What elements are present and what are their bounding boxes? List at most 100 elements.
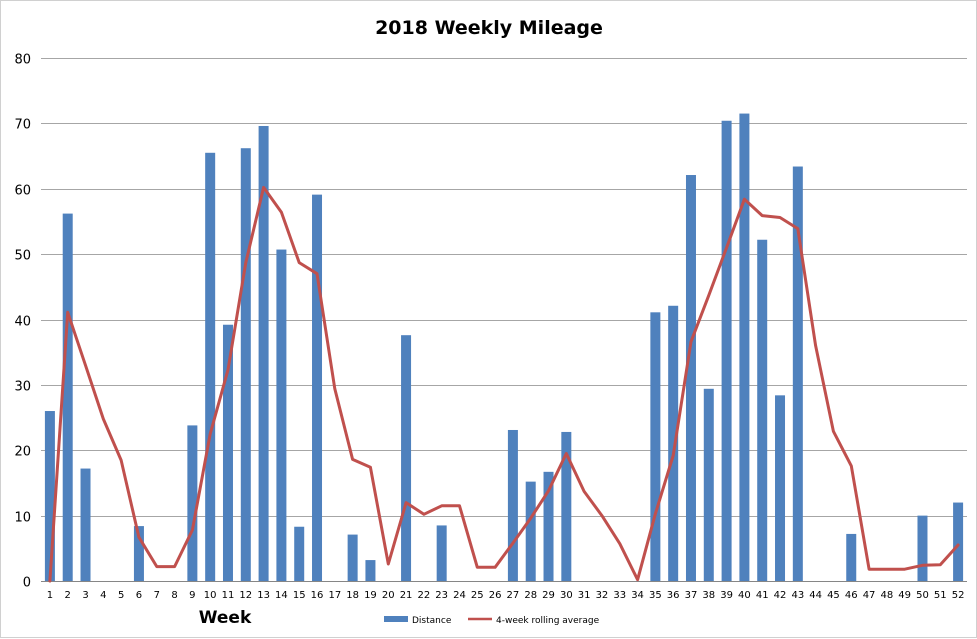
x-tick-label: 23 xyxy=(435,590,448,601)
x-tick-label: 33 xyxy=(613,590,626,601)
bar-week-42 xyxy=(775,395,786,581)
x-tick-label: 17 xyxy=(328,590,341,601)
distance-bars xyxy=(44,113,964,582)
x-tick-label: 47 xyxy=(863,590,876,601)
bar-week-9 xyxy=(187,425,198,581)
y-tick-label: 60 xyxy=(14,184,31,199)
y-tick-label: 80 xyxy=(14,53,31,68)
x-tick-label: 13 xyxy=(257,590,270,601)
x-tick-label: 21 xyxy=(400,590,413,601)
x-tick-label: 12 xyxy=(239,590,252,601)
x-tick-label: 41 xyxy=(756,590,769,601)
bar-week-41 xyxy=(757,239,768,581)
bar-week-36 xyxy=(668,305,679,581)
y-tick-label: 10 xyxy=(14,511,31,526)
bar-week-1 xyxy=(44,411,55,581)
bar-week-52 xyxy=(953,502,964,581)
bar-week-10 xyxy=(205,152,216,581)
bar-week-16 xyxy=(312,194,323,582)
x-tick-label: 37 xyxy=(685,590,698,601)
legend: Distance 4-week rolling average xyxy=(384,616,600,626)
x-tick-label: 5 xyxy=(118,590,124,601)
x-tick-label: 36 xyxy=(667,590,680,601)
bar-week-29 xyxy=(543,471,554,581)
x-tick-label: 7 xyxy=(154,590,160,601)
x-tick-label: 2 xyxy=(65,590,71,601)
bar-week-30 xyxy=(561,431,572,581)
bar-week-39 xyxy=(721,120,732,581)
x-tick-label: 24 xyxy=(453,590,466,601)
x-tick-label: 51 xyxy=(934,590,947,601)
x-tick-label: 1 xyxy=(47,590,53,601)
bar-week-27 xyxy=(507,429,518,581)
bar-week-6 xyxy=(133,526,144,581)
x-tick-label: 40 xyxy=(738,590,751,601)
x-tick-label: 3 xyxy=(82,590,88,601)
x-tick-label: 26 xyxy=(489,590,502,601)
x-tick-label: 29 xyxy=(542,590,555,601)
x-tick-label: 11 xyxy=(222,590,235,601)
legend-swatch-distance xyxy=(384,616,408,622)
bar-week-11 xyxy=(222,324,233,581)
x-tick-label: 43 xyxy=(791,590,804,601)
x-axis-label: Week xyxy=(199,608,252,628)
legend-label-distance: Distance xyxy=(412,616,452,626)
x-tick-label: 49 xyxy=(898,590,911,601)
x-tick-label: 46 xyxy=(845,590,858,601)
x-tick-label: 45 xyxy=(827,590,840,601)
bar-week-38 xyxy=(703,388,714,581)
x-tick-label: 31 xyxy=(578,590,591,601)
legend-label-rolling-average: 4-week rolling average xyxy=(496,616,600,626)
bar-week-43 xyxy=(792,166,803,581)
bar-week-2 xyxy=(62,213,73,581)
y-tick-label: 50 xyxy=(14,249,31,264)
x-tick-label: 15 xyxy=(293,590,306,601)
bar-week-14 xyxy=(276,249,287,581)
x-tick-label: 9 xyxy=(189,590,195,601)
bar-week-21 xyxy=(401,335,412,581)
x-tick-label: 35 xyxy=(649,590,662,601)
rolling-average-polyline xyxy=(48,185,960,583)
x-tick-label: 20 xyxy=(382,590,395,601)
bar-week-18 xyxy=(347,534,358,581)
bar-week-23 xyxy=(436,525,447,581)
x-tick-label: 6 xyxy=(136,590,142,601)
y-tick-label: 20 xyxy=(14,445,31,460)
x-tick-label: 39 xyxy=(720,590,733,601)
y-tick-label: 70 xyxy=(14,118,31,133)
x-tick-label: 38 xyxy=(702,590,715,601)
x-tick-label: 8 xyxy=(171,590,177,601)
bar-week-15 xyxy=(294,526,305,581)
y-tick-label: 40 xyxy=(14,315,31,330)
x-tick-label: 30 xyxy=(560,590,573,601)
x-tick-label: 18 xyxy=(346,590,359,601)
x-tick-label: 25 xyxy=(471,590,484,601)
x-tick-label: 48 xyxy=(880,590,893,601)
y-tick-label: 0 xyxy=(23,576,31,591)
x-tick-label: 52 xyxy=(952,590,965,601)
rolling-average-line xyxy=(48,185,960,583)
bar-week-50 xyxy=(917,515,928,581)
x-tick-label: 32 xyxy=(596,590,609,601)
bar-week-46 xyxy=(846,533,857,581)
bar-week-35 xyxy=(650,312,661,581)
bar-week-13 xyxy=(258,125,269,582)
x-tick-label: 28 xyxy=(524,590,537,601)
x-tick-label: 10 xyxy=(204,590,217,601)
x-tick-label: 22 xyxy=(417,590,430,601)
x-tick-label: 4 xyxy=(100,590,106,601)
bar-week-37 xyxy=(685,175,696,582)
x-tick-label: 34 xyxy=(631,590,644,601)
x-tick-label: 42 xyxy=(774,590,787,601)
x-tick-label: 44 xyxy=(809,590,822,601)
x-tick-label: 14 xyxy=(275,590,288,601)
x-tick-label: 50 xyxy=(916,590,929,601)
x-tick-label: 19 xyxy=(364,590,377,601)
x-tick-label: 27 xyxy=(507,590,520,601)
y-axis-ticks: 0 10 20 30 40 50 60 70 80 xyxy=(14,53,31,591)
gridlines xyxy=(41,58,967,582)
chart-title: 2018 Weekly Mileage xyxy=(375,17,603,39)
x-axis-ticks: 1 2 3 4 5 6 7 8 9 10 11 12 13 14 15 16 17 18 19 20 21 22 23 24 2… xyxy=(47,590,965,601)
